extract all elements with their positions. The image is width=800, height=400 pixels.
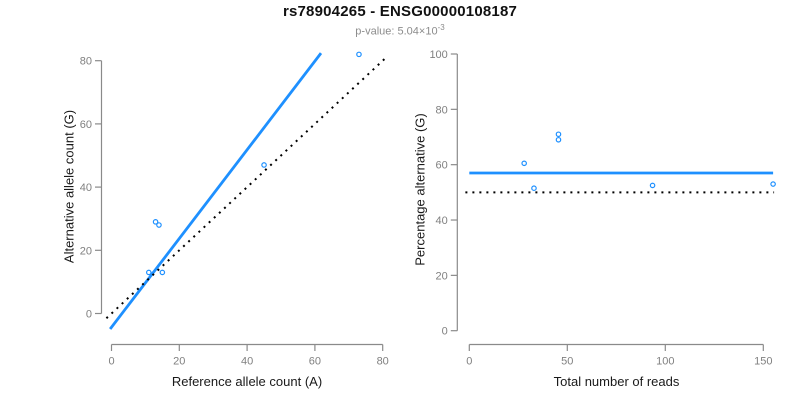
percentage-vs-reads-plot-data-point — [555, 131, 562, 138]
percentage-vs-reads-plot-x-tick-label: 50 — [561, 356, 573, 368]
allele-counts-plot-y-tick-label: 20 — [80, 245, 92, 257]
percentage-vs-reads-plot-y-tick-label: 20 — [436, 270, 448, 282]
allele-counts-plot-y-tick-label: 80 — [80, 56, 92, 68]
percentage-vs-reads-plot-data-point — [531, 185, 537, 191]
allele-counts-plot-x-tick-label: 40 — [241, 356, 253, 368]
percentage-vs-reads-plot-data-point — [521, 160, 527, 167]
allele-counts-plot-x-tick-label: 60 — [309, 356, 321, 368]
percentage-vs-reads-plot-data-point — [649, 182, 656, 189]
allele-counts-plot-identity-line — [105, 56, 387, 319]
allele-counts-plot-data-point — [156, 222, 162, 228]
percentage-vs-reads-plot-x-tick-label: 150 — [754, 356, 772, 368]
right-xaxis-title: Total number of reads — [553, 374, 680, 389]
percentage-vs-reads-plot-y-tick-label: 80 — [436, 104, 448, 116]
percentage-vs-reads-plot-y-tick-label: 0 — [442, 326, 448, 338]
figure-subtitle: p-value: 5.04×10-3 — [0, 23, 800, 38]
allele-counts-plot-x-tick-label: 0 — [108, 356, 114, 368]
allele-counts-plot-data-point — [145, 269, 152, 276]
allele-counts-plot-data-point — [159, 269, 166, 276]
percentage-vs-reads-plot-data-point — [555, 136, 562, 143]
percentage-vs-reads-plot-y-tick-label: 60 — [436, 160, 448, 172]
allele-counts-plot-data-point — [356, 51, 362, 58]
percentage-vs-reads-plot-y-tick-label: 100 — [429, 49, 447, 61]
percentage-vs-reads-plot-x-tick-label: 0 — [466, 356, 472, 368]
percentage-vs-reads-plot-y-tick-label: 40 — [436, 215, 448, 227]
allele-counts-plot-y-tick-label: 60 — [80, 119, 92, 131]
right-yaxis-title: Percentage alternative (G) — [412, 113, 428, 266]
allele-counts-plot-y-tick-label: 40 — [80, 182, 92, 194]
left-xaxis-title: Reference allele count (A) — [171, 374, 323, 389]
percentage-vs-reads-plot-x-tick-label: 100 — [656, 356, 674, 368]
allele-counts-plot-data-point — [261, 162, 267, 168]
pvalue-text: p-value: 5.04×10 — [355, 25, 438, 38]
allele-counts-plot-x-tick-label: 20 — [173, 356, 185, 368]
allele-counts-plot-y-tick-label: 0 — [86, 309, 92, 321]
allele-counts-plot-data-point — [152, 219, 159, 225]
left-yaxis-title: Alternative allele count (G) — [61, 109, 77, 264]
figure-title: rs78904265 - ENSG00000108187 — [282, 3, 518, 20]
percentage-vs-reads-plot-data-point — [770, 181, 776, 187]
pvalue-exponent: -3 — [437, 23, 445, 32]
allele-counts-plot-x-tick-label: 80 — [377, 356, 389, 368]
allele-counts-plot-fit-line — [109, 52, 323, 330]
